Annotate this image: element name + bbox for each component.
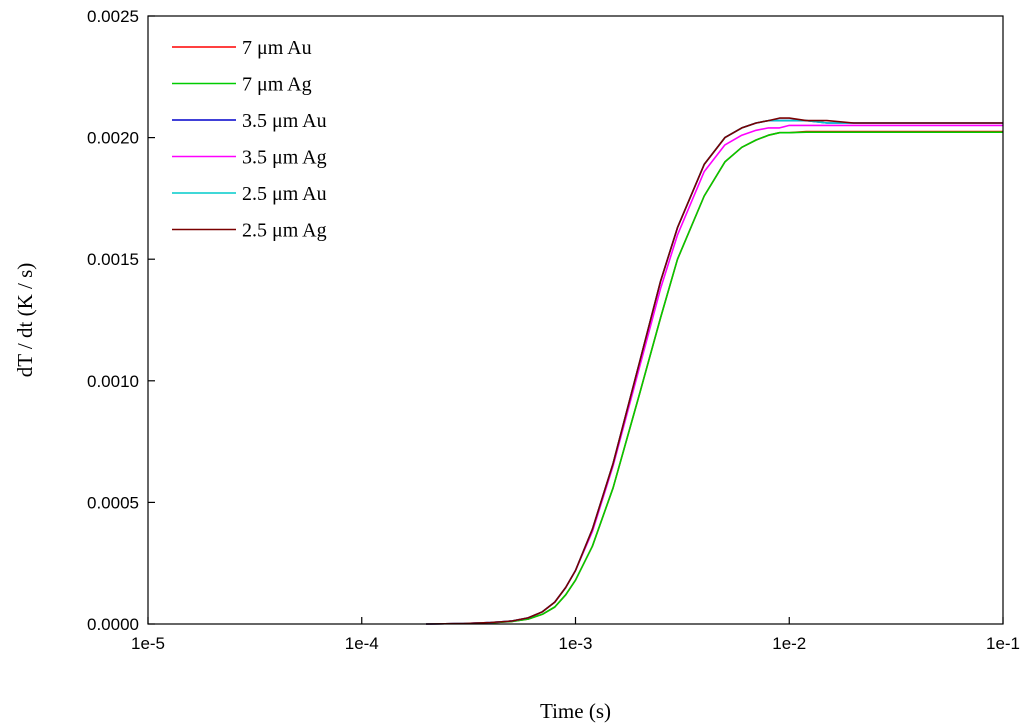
legend-label: 2.5 μm Ag [242, 220, 327, 242]
y-tick-label: 0.0015 [87, 250, 139, 269]
series-line-1 [426, 130, 1003, 625]
plot-frame [147, 15, 1004, 625]
y-tick-label: 0.0020 [87, 129, 139, 148]
y-axis-title: dT / dt (K / s) [13, 263, 37, 378]
y-tick-label: 0.0010 [87, 372, 139, 391]
legend-label: 7 μm Ag [242, 74, 312, 96]
series-line-4 [426, 124, 1003, 625]
x-tick-label: 1e-4 [345, 634, 379, 653]
legend: 7 μm Au 7 μm Ag 3.5 μm Au 3.5 μm Ag 2.5 μm A… [172, 37, 327, 242]
series-line-6 [426, 117, 1003, 625]
series-line-2 [426, 131, 1003, 625]
x-axis: 1e-5 1e-4 1e-3 1e-2 1e-1 [131, 617, 1020, 653]
x-axis-title: Time (s) [540, 699, 611, 723]
x-tick-label: 1e-2 [772, 634, 806, 653]
x-tick-label: 1e-5 [131, 634, 165, 653]
series-layer [426, 117, 1003, 625]
legend-label: 3.5 μm Ag [242, 147, 327, 169]
y-axis: 0.0000 0.0005 0.0010 0.0015 0.0020 0.0025 [87, 7, 155, 634]
legend-label: 2.5 μm Au [242, 183, 327, 205]
y-tick-label: 0.0000 [87, 615, 139, 634]
series-line-5 [426, 119, 1003, 625]
x-tick-label: 1e-1 [986, 634, 1020, 653]
legend-label: 7 μm Au [242, 37, 312, 59]
x-tick-label: 1e-3 [558, 634, 592, 653]
y-tick-label: 0.0025 [87, 7, 139, 26]
legend-label: 3.5 μm Au [242, 110, 327, 132]
y-tick-label: 0.0005 [87, 493, 139, 512]
series-line-3 [426, 119, 1003, 625]
